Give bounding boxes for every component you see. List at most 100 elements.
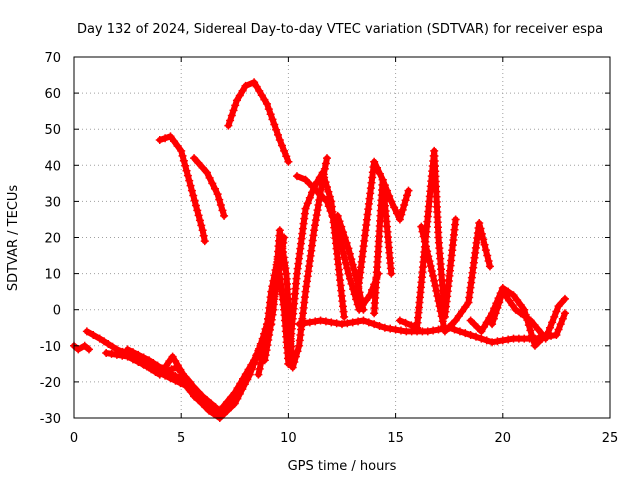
data-point (477, 229, 486, 238)
data-point (435, 302, 444, 311)
data-point (429, 326, 438, 335)
data-point (466, 316, 475, 325)
data-point (552, 330, 561, 339)
x-tick-label: 5 (177, 431, 185, 446)
data-point (545, 323, 554, 332)
data-point (166, 374, 175, 383)
data-point (153, 361, 162, 370)
data-point (322, 154, 331, 163)
data-point (554, 302, 563, 311)
data-point (316, 316, 325, 325)
data-point (340, 253, 349, 262)
data-point (324, 202, 333, 211)
y-tick-label: -30 (40, 412, 61, 427)
data-point (149, 358, 158, 367)
data-point (275, 226, 284, 235)
series-arc-high-c (224, 78, 293, 166)
data-point (541, 334, 550, 343)
data-point (404, 186, 413, 195)
data-point (171, 356, 180, 365)
data-point (433, 291, 442, 300)
data-point (262, 99, 271, 108)
data-point (215, 195, 224, 204)
y-axis-label: SDTVAR / TECUs (6, 185, 21, 292)
series-line (71, 342, 92, 353)
data-point (257, 91, 266, 100)
x-axis-label: GPS time / hours (288, 459, 397, 474)
data-point (290, 358, 299, 367)
data-point (509, 291, 518, 300)
data-point (380, 181, 389, 190)
data-point (383, 186, 392, 195)
data-point (344, 269, 353, 278)
data-point (142, 362, 151, 371)
data-point (202, 395, 211, 404)
data-point (326, 207, 335, 216)
data-point (185, 176, 194, 185)
data-point (261, 351, 270, 360)
data-point (207, 399, 216, 408)
data-point (479, 235, 488, 244)
data-point (420, 237, 429, 246)
data-point (312, 211, 321, 220)
data-point (370, 157, 379, 166)
data-point (308, 182, 317, 191)
data-point (276, 231, 285, 240)
data-point (227, 111, 236, 120)
data-point (454, 312, 463, 321)
data-point (189, 191, 198, 200)
data-point (194, 211, 203, 220)
data-point (100, 337, 109, 346)
data-point (301, 175, 310, 184)
data-point (128, 355, 137, 364)
data-point (303, 199, 312, 208)
data-point (432, 286, 441, 295)
data-point (427, 266, 436, 275)
data-point (431, 281, 440, 290)
data-point (231, 101, 240, 110)
data-point (393, 209, 402, 218)
data-point (260, 356, 269, 365)
data-point (488, 338, 497, 347)
data-point (403, 191, 412, 200)
data-point (215, 406, 224, 415)
y-tick-label: 70 (44, 51, 61, 66)
data-point (437, 312, 446, 321)
data-point (162, 361, 171, 370)
data-point (484, 256, 493, 265)
data-point (473, 323, 482, 332)
data-point (489, 314, 498, 323)
data-point (80, 341, 89, 350)
data-point (102, 349, 111, 358)
data-point (391, 325, 400, 334)
data-point (193, 206, 202, 215)
data-point (451, 316, 460, 325)
data-point (123, 352, 132, 361)
data-point (264, 336, 273, 345)
series-line (225, 79, 292, 165)
data-point (483, 251, 492, 260)
data-point (268, 115, 277, 124)
data-point (167, 365, 176, 374)
data-point (322, 182, 331, 191)
data-point (344, 244, 353, 253)
data-point (407, 321, 416, 330)
data-point (321, 178, 330, 187)
data-point (108, 342, 117, 351)
data-point (320, 173, 329, 182)
y-tick-label: 0 (53, 304, 61, 319)
data-point (440, 327, 449, 336)
data-point (390, 203, 399, 212)
data-point (387, 197, 396, 206)
data-point (112, 350, 121, 359)
y-tick-label: 50 (44, 123, 61, 138)
data-point (311, 317, 320, 326)
data-point (530, 321, 539, 330)
data-point (385, 191, 394, 200)
data-point (85, 345, 94, 354)
data-point (348, 260, 357, 269)
data-point (338, 320, 346, 329)
data-point (211, 410, 220, 419)
series-arc-right-1 (395, 146, 460, 332)
data-point (161, 134, 170, 143)
